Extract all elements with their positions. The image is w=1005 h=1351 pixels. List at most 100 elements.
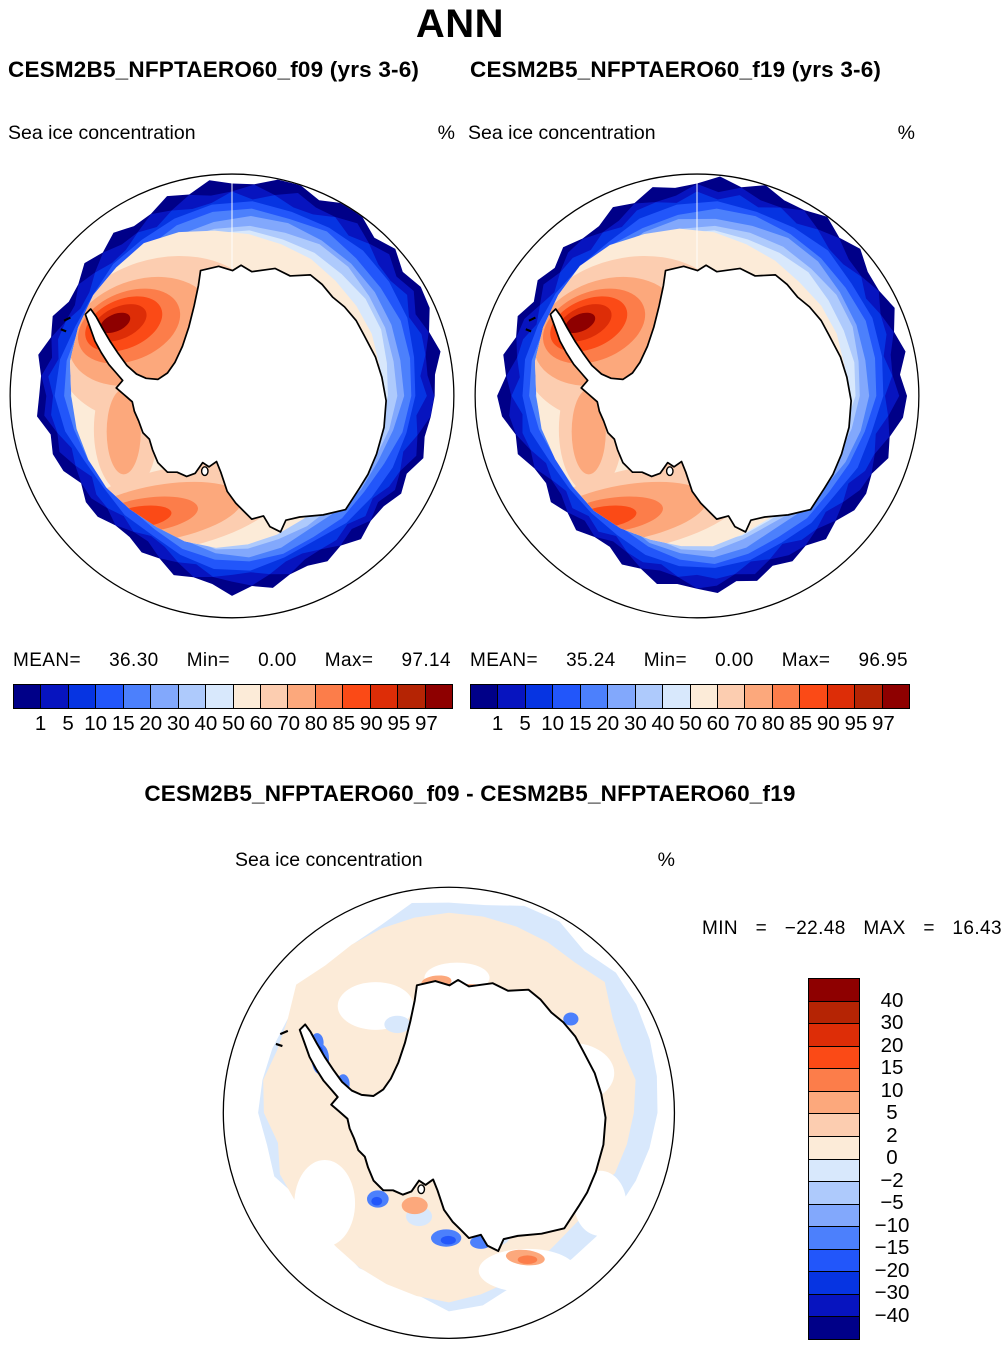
- difference-colorbar-labels: 40 30 20 15 10 5 2 0 −2 −5 −10 −15 −20 −30 −40: [862, 978, 922, 1338]
- colorbar-cell: [259, 685, 288, 708]
- colorbar-cell: [342, 685, 370, 708]
- equals-sign: =: [755, 918, 768, 939]
- colorbar-tick-label: 95: [387, 712, 411, 735]
- colorbar-cell: [809, 1203, 859, 1227]
- colorbar-tick-label: 10: [541, 712, 565, 735]
- colorbar-tick-label: 1: [34, 712, 47, 735]
- max-value: 96.95: [858, 650, 908, 671]
- colorbar-cell: [809, 1226, 859, 1249]
- colorbar-tick-label: 15: [880, 1056, 904, 1079]
- units-label: %: [657, 849, 675, 871]
- colorbar-tick-label: 5: [519, 712, 531, 735]
- colorbar-tick-label: 80: [761, 712, 785, 735]
- field-label-row-f09: Sea ice concentration %: [8, 122, 455, 145]
- colorbar-f19: [470, 684, 910, 709]
- min-value: 0.00: [258, 650, 297, 671]
- colorbar-cell: [809, 1158, 859, 1182]
- max-value: 97.14: [401, 650, 451, 671]
- colorbar-cell: [809, 1181, 859, 1204]
- colorbar-tick-label: 70: [277, 712, 301, 735]
- colorbar-tick-label: 0: [886, 1146, 898, 1169]
- colorbar-tick-label: 30: [623, 712, 647, 735]
- colorbar-cell: [744, 685, 772, 708]
- colorbar-tick-label: 10: [880, 1078, 904, 1102]
- colorbar-cell: [809, 1113, 859, 1136]
- colorbar-cell: [634, 685, 663, 708]
- colorbar-cell: [314, 685, 343, 708]
- colorbar-tick-label: 95: [844, 712, 868, 735]
- units-label: %: [437, 122, 455, 144]
- map-seaice-difference: [222, 886, 676, 1339]
- colorbar-tick-label: 40: [880, 988, 904, 1012]
- colorbar-tick-label: 40: [194, 712, 218, 735]
- colorbar-tick-label: 90: [359, 712, 383, 735]
- colorbar-cell: [809, 1135, 859, 1159]
- colorbar-cell: [552, 685, 580, 708]
- mean-value: 36.30: [109, 650, 159, 671]
- colorbar-tick-label: 60: [706, 712, 730, 735]
- map-seaice-concentration-f09: [9, 173, 455, 619]
- difference-colorbar: [808, 978, 860, 1340]
- colorbar-cell: [689, 685, 717, 708]
- colorbar-tick-label: −30: [874, 1281, 910, 1304]
- colorbar-cell: [524, 685, 553, 708]
- colorbar-cell: [809, 979, 859, 1001]
- colorbar-tick-label: 80: [304, 712, 328, 735]
- min-label: Min=: [186, 650, 231, 671]
- colorbar-cell: [826, 685, 855, 708]
- colorbar-tick-label: 40: [651, 712, 675, 735]
- colorbar-tick-label: −5: [880, 1191, 904, 1214]
- colorbar-cell: [369, 685, 398, 708]
- min-value: −22.48: [784, 918, 846, 939]
- colorbar-cell: [397, 685, 425, 708]
- colorbar-tick-label: 97: [872, 712, 895, 735]
- colorbar-tick-label: 97: [415, 712, 438, 735]
- colorbar-ticks-f19: 1 5 10 15 20 30 40 50 60 70 80 85 90 95 97: [470, 712, 911, 738]
- min-label: MIN: [702, 918, 739, 939]
- subtitle-case-f09: CESM2B5_NFPTAERO60_f09 (yrs 3-6): [8, 57, 420, 82]
- colorbar-cell: [287, 685, 315, 708]
- mean-label: MEAN=: [470, 650, 538, 671]
- colorbar-tick-label: 20: [880, 1033, 904, 1057]
- difference-title: CESM2B5_NFPTAERO60_f09 - CESM2B5_NFPTAER…: [144, 781, 796, 806]
- colorbar-cell: [232, 685, 260, 708]
- colorbar-tick-label: 30: [880, 1011, 904, 1034]
- colorbar-tick-label: 15: [111, 712, 135, 735]
- colorbar-cell: [809, 1045, 859, 1069]
- colorbar-ticks-f09: 1 5 10 15 20 30 40 50 60 70 80 85 90 95 97: [13, 712, 454, 738]
- colorbar-tick-label: 10: [84, 712, 108, 735]
- colorbar-f09: [13, 684, 453, 709]
- colorbar-cell: [809, 1068, 859, 1091]
- colorbar-tick-label: 20: [596, 712, 620, 735]
- colorbar-cell: [177, 685, 206, 708]
- colorbar-tick-label: 85: [789, 712, 813, 735]
- equals-sign: =: [923, 918, 935, 939]
- colorbar-tick-label: 30: [166, 712, 190, 735]
- colorbar-cell: [809, 1316, 859, 1339]
- colorbar-tick-label: −40: [874, 1303, 910, 1327]
- colorbar-cell: [809, 1248, 859, 1272]
- max-label: MAX: [863, 918, 906, 939]
- field-label-row-diff: Sea ice concentration %: [235, 849, 675, 872]
- colorbar-cell: [607, 685, 635, 708]
- colorbar-tick-label: 70: [734, 712, 758, 735]
- colorbar-tick-label: 20: [139, 712, 163, 735]
- colorbar-cell: [471, 685, 498, 708]
- page-title: ANN: [415, 2, 505, 46]
- max-value: 16.43: [952, 918, 1002, 939]
- colorbar-cell: [809, 1090, 859, 1114]
- colorbar-cell: [716, 685, 745, 708]
- field-label: Sea ice concentration: [235, 849, 423, 871]
- colorbar-tick-label: 85: [332, 712, 356, 735]
- colorbar-tick-label: 5: [886, 1101, 898, 1124]
- colorbar-tick-label: 1: [491, 712, 504, 735]
- colorbar-cell: [14, 685, 41, 708]
- colorbar-cell: [579, 685, 608, 708]
- colorbar-tick-label: 90: [816, 712, 840, 735]
- colorbar-cell: [40, 685, 68, 708]
- diff-minmax-row: MIN = −22.48 MAX = 16.43: [702, 918, 1002, 940]
- colorbar-tick-label: −15: [874, 1236, 910, 1259]
- colorbar-cell: [799, 685, 827, 708]
- mean-value: 35.24: [566, 650, 616, 671]
- colorbar-tick-label: 50: [679, 712, 702, 735]
